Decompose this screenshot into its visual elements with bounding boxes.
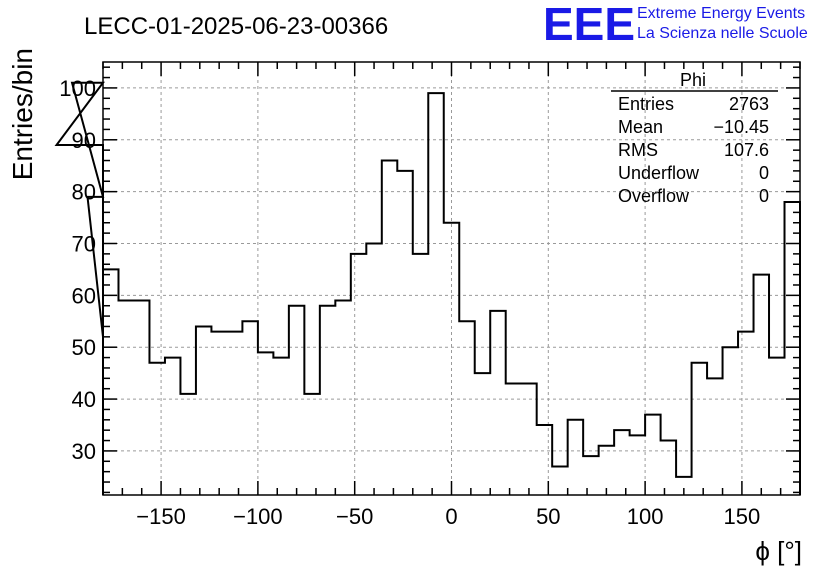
histogram-bin bbox=[289, 306, 304, 495]
y-tick-label: 30 bbox=[72, 439, 96, 464]
chart-title: LECC-01-2025-06-23-00366 bbox=[84, 13, 388, 40]
histogram-bin bbox=[273, 358, 288, 495]
histogram-bin bbox=[335, 301, 350, 495]
histogram-bin bbox=[459, 321, 474, 495]
y-tick-label: 70 bbox=[72, 231, 96, 256]
x-tick-label: 0 bbox=[445, 504, 457, 529]
stats-row-value: −10.45 bbox=[713, 117, 769, 137]
grid bbox=[103, 62, 800, 495]
y-tick-label: 40 bbox=[72, 387, 96, 412]
histogram-bin bbox=[242, 321, 257, 495]
y-tick-label: 50 bbox=[72, 335, 96, 360]
stats-box-title: Phi bbox=[680, 70, 706, 90]
histogram-bin bbox=[506, 384, 521, 495]
histogram-bin bbox=[165, 358, 180, 495]
stats-row-label: RMS bbox=[618, 140, 658, 160]
x-tick-label: 100 bbox=[627, 504, 664, 529]
x-tick-label: −150 bbox=[136, 504, 186, 529]
eee-logo-mark: EEE bbox=[543, 0, 635, 50]
histogram-bin bbox=[599, 446, 614, 495]
eee-logo-line1: Extreme Energy Events bbox=[637, 5, 805, 22]
histogram-bin bbox=[521, 384, 536, 495]
histogram-bin bbox=[351, 254, 366, 495]
histogram-bin bbox=[320, 306, 335, 495]
stats-row-value: 0 bbox=[759, 186, 769, 206]
stats-row-value: 2763 bbox=[729, 94, 769, 114]
histogram-bin bbox=[382, 161, 397, 495]
histogram-bin bbox=[537, 425, 552, 495]
stats-row-label: Underflow bbox=[618, 163, 700, 183]
y-tick-label: 100 bbox=[59, 76, 96, 101]
histogram-bin bbox=[645, 415, 660, 495]
stats-row-value: 0 bbox=[759, 163, 769, 183]
x-tick-label: −50 bbox=[336, 504, 373, 529]
histogram-bin bbox=[304, 394, 319, 495]
y-tick-labels: 30 40 50 60 70 80 90 100 bbox=[59, 76, 96, 464]
eee-logo-line2: La Scienza nelle Scuole bbox=[637, 25, 808, 42]
stats-row-label: Overflow bbox=[618, 186, 690, 206]
histogram-bin bbox=[180, 394, 195, 495]
x-tick-labels: −150 −100 −50 0 50 100 150 bbox=[136, 504, 760, 529]
x-tick-label: −100 bbox=[233, 504, 283, 529]
histogram-bin bbox=[614, 430, 629, 495]
histogram-bin bbox=[723, 347, 738, 495]
stats-box: Phi Entries 2763 Mean −10.45 RMS 107.6 Underfl… bbox=[611, 70, 778, 206]
histogram-bin bbox=[227, 332, 242, 495]
y-tick-label: 80 bbox=[72, 180, 96, 205]
y-tick-label: 60 bbox=[72, 283, 96, 308]
histogram-bin bbox=[134, 301, 149, 495]
histogram-bin bbox=[490, 311, 505, 495]
histogram-bin bbox=[568, 420, 583, 495]
axis-ticks bbox=[102, 62, 801, 495]
histogram-bin bbox=[397, 171, 412, 495]
histogram-bin bbox=[149, 363, 164, 495]
histogram-bin bbox=[258, 352, 273, 495]
eee-logo: EEE Extreme Energy Events La Scienza nel… bbox=[543, 0, 808, 50]
y-axis-label: Entries/bin bbox=[7, 48, 38, 180]
histogram-bin bbox=[118, 301, 133, 495]
histogram bbox=[54, 81, 801, 495]
histogram-bin bbox=[552, 466, 567, 495]
histogram-bin bbox=[196, 326, 211, 495]
histogram-bin bbox=[769, 358, 784, 495]
histogram-bin bbox=[692, 363, 707, 495]
stats-row-label: Mean bbox=[618, 117, 663, 137]
histogram-bin bbox=[630, 435, 645, 495]
histogram-bin bbox=[583, 456, 598, 495]
y-tick-label: 90 bbox=[72, 128, 96, 153]
histogram-bin bbox=[475, 373, 490, 495]
histogram-bin bbox=[661, 441, 676, 495]
histogram-bin bbox=[444, 223, 459, 495]
histogram-bin bbox=[428, 93, 443, 495]
x-tick-label: 150 bbox=[724, 504, 761, 529]
histogram-bin bbox=[707, 378, 722, 495]
histogram-bin bbox=[413, 254, 428, 495]
x-axis-label: ϕ [°] bbox=[755, 536, 802, 566]
histogram-outline bbox=[54, 81, 801, 495]
histogram-bin bbox=[738, 332, 753, 495]
histogram-bin bbox=[754, 275, 769, 495]
stats-row-label: Entries bbox=[618, 94, 674, 114]
histogram-bin bbox=[211, 332, 226, 495]
stats-row-value: 107.6 bbox=[724, 140, 769, 160]
x-tick-label: 50 bbox=[536, 504, 560, 529]
histogram-bin bbox=[366, 243, 381, 495]
